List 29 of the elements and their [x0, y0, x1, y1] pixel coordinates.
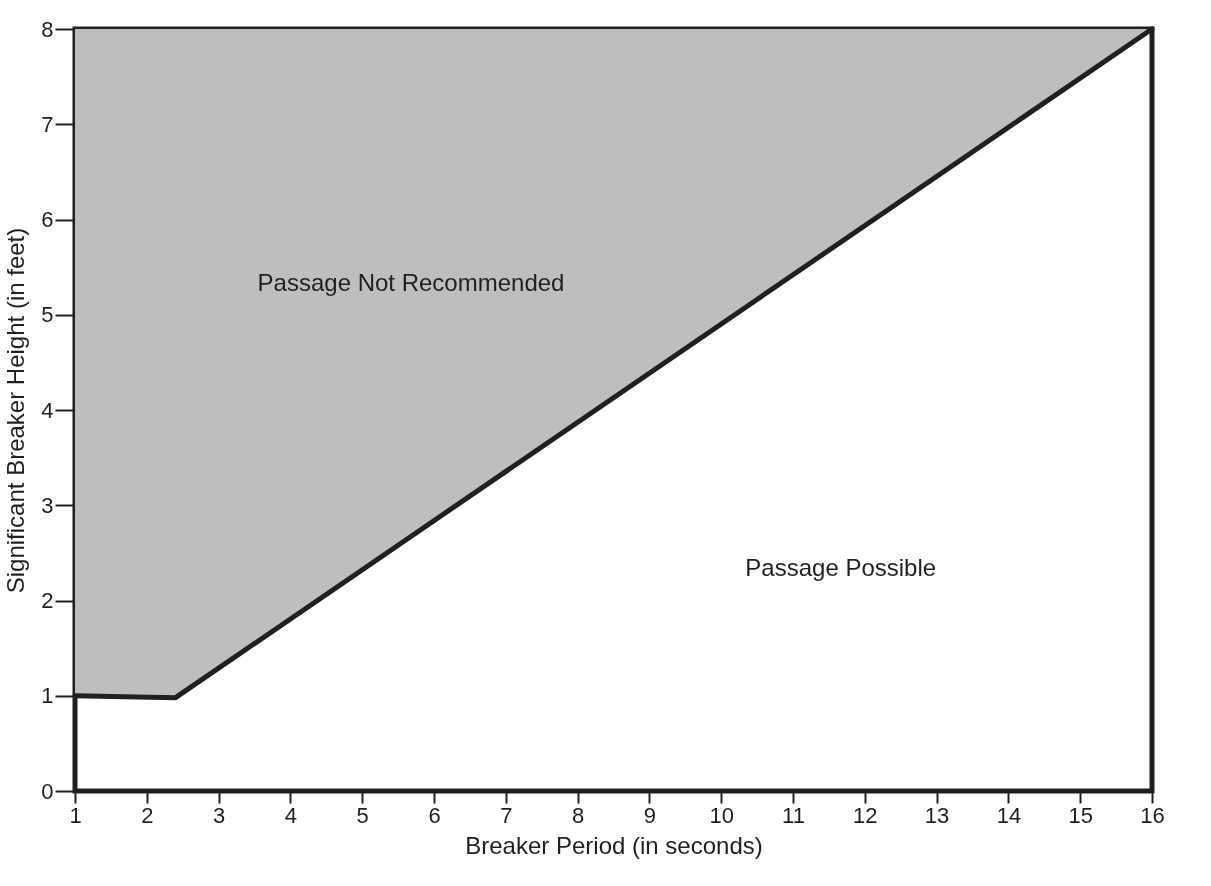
x-tick-label: 10	[709, 802, 734, 828]
x-tick-label: 8	[571, 802, 585, 828]
x-tick-label: 1	[69, 802, 82, 828]
x-tick-label: 7	[500, 802, 513, 828]
y-tick-label: 3	[41, 492, 54, 518]
x-tick-label: 13	[924, 802, 950, 828]
annotation: Passage Not Recommended	[257, 269, 565, 297]
x-tick-label: 16	[1140, 802, 1165, 828]
y-tick-label: 2	[41, 588, 54, 613]
y-tick-label: 4	[41, 397, 54, 423]
y-tick-label: 1	[41, 683, 54, 709]
x-tick-label: 11	[782, 802, 805, 828]
annotation: Passage Possible	[745, 554, 937, 582]
x-axis-title: Breaker Period (in seconds)	[465, 831, 763, 859]
x-tick-label: 2	[141, 802, 154, 828]
y-tick-label: 0	[41, 778, 54, 804]
y-tick-label: 6	[41, 207, 54, 232]
y-axis-title: Significant Breaker Height (in feet)	[2, 227, 30, 594]
x-tick-label: 12	[853, 802, 878, 828]
x-tick-label: 9	[643, 802, 657, 828]
y-tick-label: 5	[41, 302, 54, 328]
x-tick-label: 15	[1068, 802, 1093, 828]
x-tick-label: 4	[284, 802, 298, 828]
x-tick-label: 3	[212, 802, 226, 828]
x-tick-label: 5	[356, 802, 369, 828]
y-tick-label: 8	[41, 16, 54, 42]
x-tick-label: 6	[428, 802, 441, 828]
y-tick-label: 7	[41, 111, 54, 137]
x-tick-label: 14	[996, 802, 1022, 828]
